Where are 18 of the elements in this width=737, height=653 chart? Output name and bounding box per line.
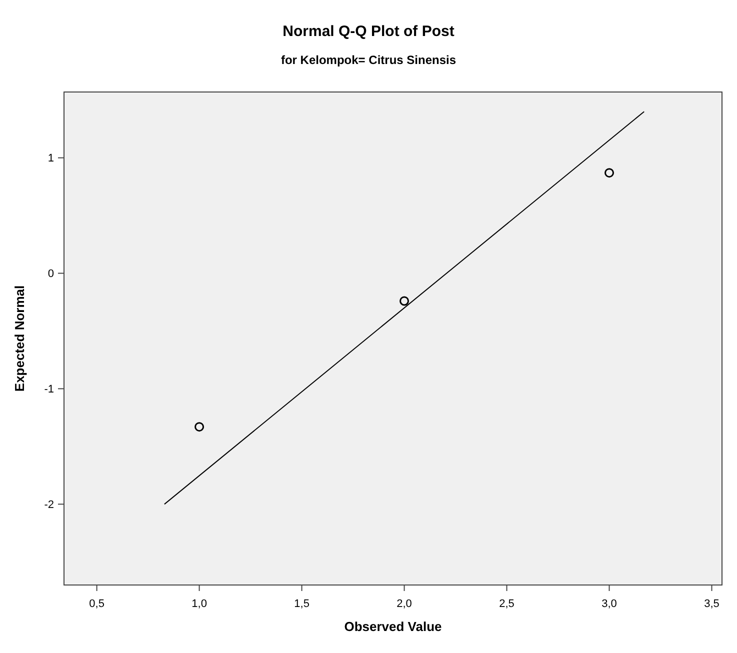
x-tick-label: 2,0 <box>396 598 412 610</box>
y-tick-label: 0 <box>48 268 54 280</box>
y-tick-label: -2 <box>44 499 54 512</box>
x-tick-label: 1,0 <box>192 598 207 610</box>
x-tick-label: 1,5 <box>294 598 310 610</box>
y-tick-label: -1 <box>44 384 54 396</box>
y-tick-label: 1 <box>48 152 54 165</box>
x-tick-label: 3,5 <box>704 598 720 610</box>
chart-title: Normal Q-Q Plot of Post <box>282 23 454 40</box>
chart-subtitle: for Kelompok= Citrus Sinensis <box>280 53 456 67</box>
point <box>604 168 614 178</box>
y-axis-title: Expected Normal <box>12 285 27 392</box>
x-tick-label: 3,0 <box>602 598 617 610</box>
point <box>194 422 204 432</box>
x-tick-label: 2,5 <box>499 598 514 610</box>
point <box>400 296 410 306</box>
x-tick-label: 0,5 <box>89 598 104 610</box>
x-axis-title: Observed Value <box>344 619 442 634</box>
